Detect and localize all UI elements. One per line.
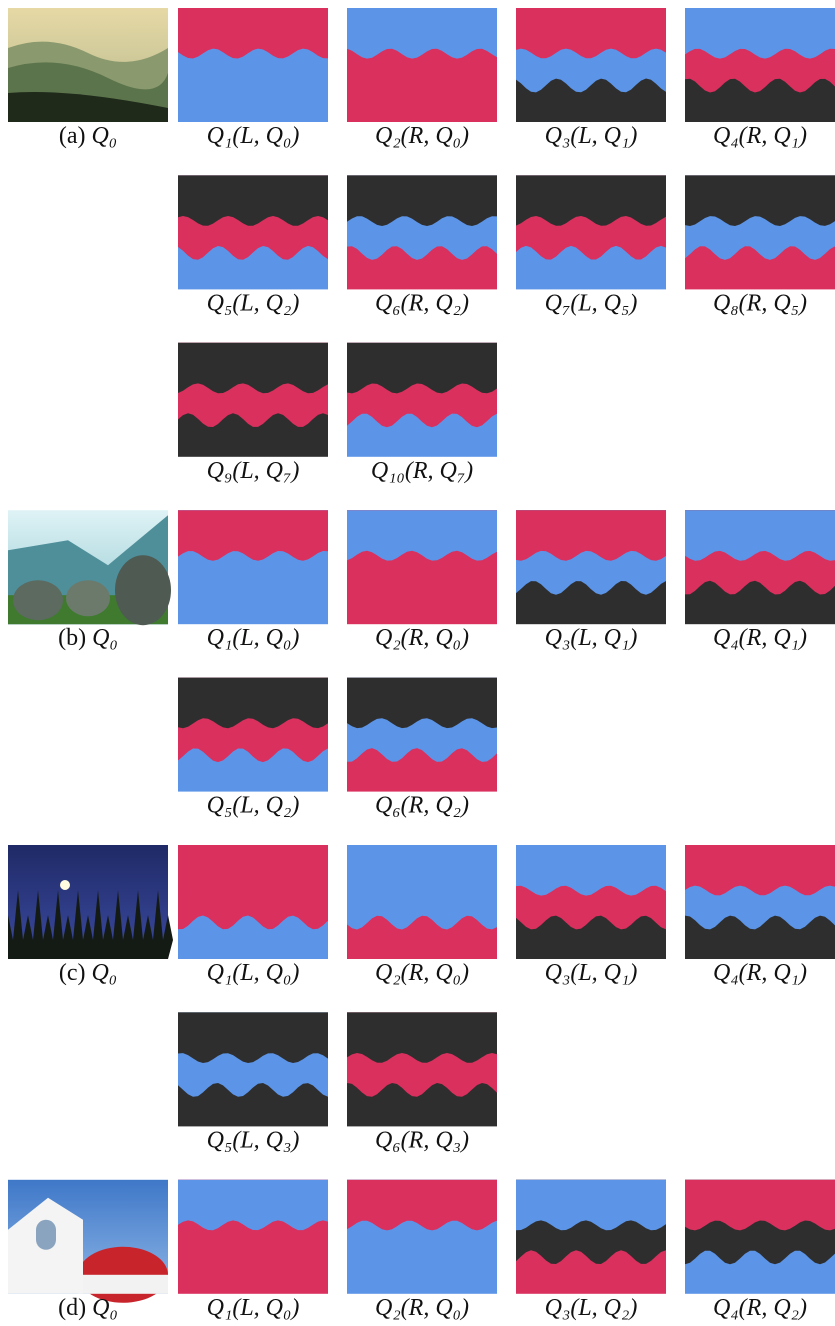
panel-caption: Q₃(L, Q₂) [545, 1295, 638, 1321]
mask-panel [685, 845, 835, 959]
mask-panel [178, 1012, 328, 1126]
mask-panel [178, 678, 328, 792]
mask-panel [685, 510, 835, 624]
source-caption: (c) Q₀ [59, 960, 117, 986]
mask-panel [685, 175, 835, 289]
arch [36, 1220, 56, 1250]
panel-caption: Q₉(L, Q₇) [207, 458, 300, 484]
rock [66, 580, 110, 616]
panel-caption: Q₈(R, Q₅) [713, 290, 807, 316]
panel-caption: Q₃(L, Q₁) [545, 123, 638, 149]
mask-panel [178, 845, 328, 959]
mask-panel [516, 8, 666, 122]
mask-region [178, 175, 328, 225]
panel-caption: Q₂(R, Q₀) [375, 1295, 469, 1321]
panel-caption: Q₅(L, Q₂) [207, 290, 300, 316]
source-caption: (b) Q₀ [58, 625, 118, 651]
figure: (a) Q₀ Q₁(L, Q₀) Q₂(R, Q₀) Q₃(L, Q₁) Q₄(R, Q… [0, 0, 835, 1326]
mask-panel [347, 845, 497, 959]
mask-panel [516, 175, 666, 289]
source-photo [8, 845, 173, 959]
panel-caption: Q₂(R, Q₀) [375, 960, 469, 986]
mask-region [516, 845, 666, 896]
mask-region [685, 845, 835, 895]
source-name: Q₀ [91, 123, 117, 149]
source-photo [8, 1180, 168, 1303]
source-caption: (a) Q₀ [59, 123, 117, 149]
panel-caption: Q₅(L, Q₃) [207, 1127, 300, 1153]
panel-caption: Q₄(R, Q₁) [713, 123, 807, 149]
panel-label: (c) [59, 960, 86, 986]
panel-label: (a) [59, 123, 86, 149]
mask-panel [347, 510, 497, 624]
panel-caption: Q₁(L, Q₀) [207, 1295, 300, 1321]
panel-caption: Q₂(R, Q₀) [375, 123, 469, 149]
mask-panel [347, 175, 497, 289]
mask-panel [516, 510, 666, 624]
mask-panel [347, 343, 497, 457]
mask-region [178, 1180, 328, 1230]
panel-caption: Q₄(R, Q₁) [713, 960, 807, 986]
panel-caption: Q₁(L, Q₀) [207, 123, 300, 149]
panel-caption: Q₂(R, Q₀) [375, 625, 469, 651]
panel-caption: Q₁₀(R, Q₇) [371, 458, 473, 484]
mask-panel [516, 845, 666, 959]
source-photo [8, 510, 171, 625]
mask-region [516, 8, 666, 58]
mask-panel [347, 8, 497, 122]
mask-panel [347, 678, 497, 792]
panel-caption: Q₄(R, Q₁) [713, 625, 807, 651]
source-name: Q₀ [92, 1295, 118, 1321]
mask-region [347, 175, 497, 226]
source-caption: (d) Q₀ [58, 1295, 118, 1321]
panel-caption: Q₄(R, Q₂) [713, 1295, 807, 1321]
wall [78, 1275, 168, 1294]
panel-label: (b) [58, 625, 86, 651]
panel-caption: Q₇(L, Q₅) [545, 290, 638, 316]
mask-panel [685, 1180, 835, 1294]
mask-panel [516, 1180, 666, 1294]
panel-caption: Q₆(R, Q₂) [375, 290, 469, 316]
mask-panel [685, 8, 835, 122]
mask-region [347, 1012, 497, 1062]
mask-panel [178, 343, 328, 457]
source-name: Q₀ [91, 960, 117, 986]
panel-label: (d) [58, 1295, 86, 1321]
mask-panel [347, 1180, 497, 1294]
mask-region [685, 8, 835, 59]
panel-caption: Q₃(L, Q₁) [545, 960, 638, 986]
mask-panel [178, 175, 328, 289]
moon [60, 880, 70, 890]
panel-caption: Q₁(L, Q₀) [207, 960, 300, 986]
rock [115, 555, 171, 625]
source-name: Q₀ [92, 625, 118, 651]
mask-region [178, 510, 328, 561]
panel-caption: Q₆(R, Q₃) [375, 1127, 469, 1153]
mask-panel [347, 1012, 497, 1126]
panel-caption: Q₅(L, Q₂) [207, 793, 300, 819]
mask-region [178, 1012, 328, 1063]
panel-caption: Q₆(R, Q₂) [375, 793, 469, 819]
panel-caption: Q₃(L, Q₁) [545, 625, 638, 651]
rock [13, 580, 63, 620]
mask-panel [178, 1180, 328, 1294]
source-photo [8, 8, 168, 122]
mask-panel [178, 8, 328, 122]
mask-panel [178, 510, 328, 624]
panel-caption: Q₁(L, Q₀) [207, 625, 300, 651]
